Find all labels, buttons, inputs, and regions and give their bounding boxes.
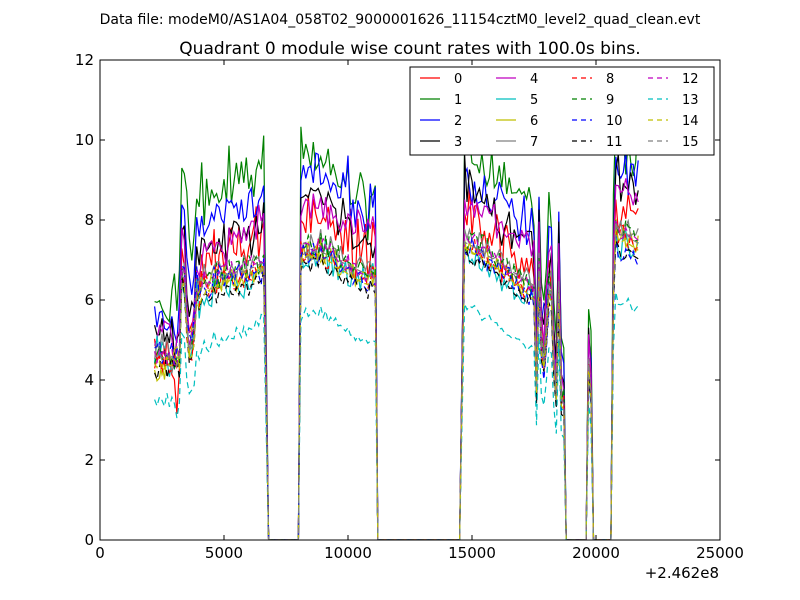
series-layer: [154, 107, 639, 540]
chart-title: Quadrant 0 module wise count rates with …: [179, 39, 640, 59]
legend-label-9: 9: [606, 93, 614, 108]
legend-label-8: 8: [606, 72, 614, 87]
y-tick-label: 4: [84, 371, 94, 389]
x-tick-label: 0: [95, 544, 105, 562]
y-tick-label: 10: [75, 131, 94, 149]
x-offset-label: +2.462e8: [645, 564, 719, 582]
legend-label-12: 12: [682, 72, 699, 87]
figure-suptitle: Data file: modeM0/AS1A04_058T02_90000016…: [100, 12, 701, 28]
legend-label-4: 4: [530, 72, 538, 87]
legend-label-2: 2: [454, 114, 462, 129]
x-tick-label: 15000: [448, 544, 496, 562]
legend-label-6: 6: [530, 114, 538, 129]
legend-label-1: 1: [454, 93, 462, 108]
x-tick-label: 20000: [572, 544, 620, 562]
legend-label-5: 5: [530, 93, 538, 108]
legend-label-15: 15: [682, 135, 699, 150]
legend-label-11: 11: [606, 135, 623, 150]
y-tick-label: 8: [84, 211, 94, 229]
y-tick-label: 0: [84, 531, 94, 549]
legend-box: [409, 66, 715, 156]
x-tick-label: 25000: [696, 544, 744, 562]
legend-label-3: 3: [454, 135, 462, 150]
series-line-11: [154, 238, 639, 540]
legend-label-14: 14: [682, 114, 699, 129]
series-line-15: [154, 221, 639, 540]
x-tick-label: 5000: [205, 544, 243, 562]
legend-label-10: 10: [606, 114, 623, 129]
y-tick-label: 6: [84, 291, 94, 309]
y-tick-label: 2: [84, 451, 94, 469]
y-tick-label: 12: [75, 51, 94, 69]
x-tick-label: 10000: [324, 544, 372, 562]
legend-label-0: 0: [454, 72, 462, 87]
legend-label-13: 13: [682, 93, 699, 108]
legend-label-7: 7: [530, 135, 538, 150]
